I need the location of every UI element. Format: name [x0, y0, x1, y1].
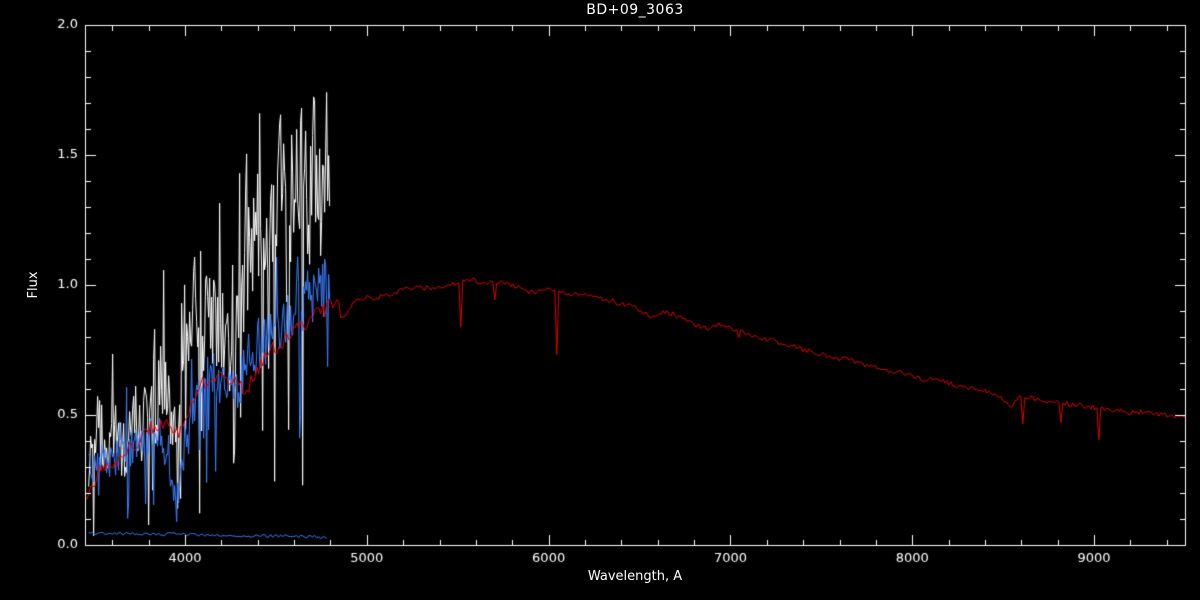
plot-canvas [0, 0, 1200, 600]
spectrum-chart: BD+09_3063 Flux Wavelength, A [0, 0, 1200, 600]
